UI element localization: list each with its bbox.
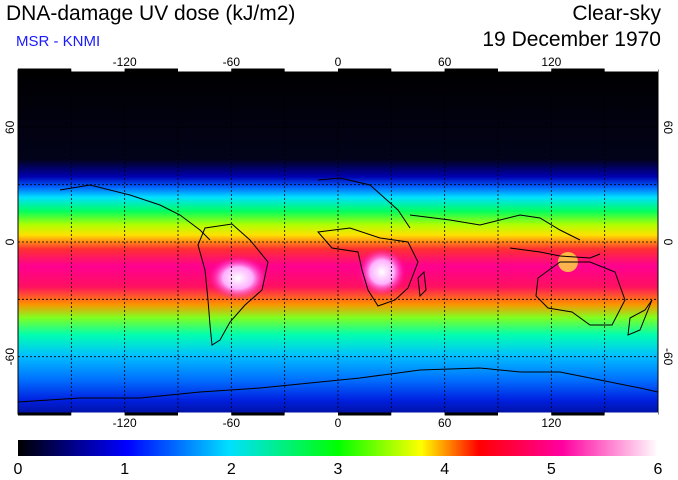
madagascar-outline bbox=[417, 270, 427, 298]
lon-tick-label: 120 bbox=[541, 55, 561, 69]
source-label: MSR - KNMI bbox=[16, 33, 101, 50]
lat-tick-label: 60 bbox=[3, 120, 17, 134]
latitude-labels-left: 60 0 -60 bbox=[3, 120, 17, 365]
sky-condition-label: Clear-sky bbox=[572, 2, 661, 25]
graticule bbox=[18, 70, 658, 414]
colorbar-tick-label: 0 bbox=[14, 461, 23, 478]
lat-tick-label: 0 bbox=[661, 239, 675, 246]
lon-tick-label: -120 bbox=[113, 55, 137, 69]
lon-tick-label: -60 bbox=[223, 55, 241, 69]
colorbar-tick-label: 5 bbox=[547, 461, 556, 478]
lon-tick-label: 60 bbox=[438, 416, 452, 430]
map-title: DNA-damage UV dose (kJ/m2) bbox=[6, 2, 296, 25]
lat-tick-label: 0 bbox=[3, 238, 17, 245]
colorbar bbox=[18, 440, 658, 456]
lon-tick-label: 0 bbox=[335, 416, 342, 430]
indonesia-outline bbox=[509, 247, 601, 259]
lon-tick-label: 0 bbox=[335, 55, 342, 69]
lon-tick-label: 120 bbox=[541, 416, 561, 430]
south-america-outline bbox=[197, 223, 269, 346]
australia-outline bbox=[535, 261, 626, 326]
lon-tick-label: -60 bbox=[223, 416, 241, 430]
new-zealand-outline bbox=[627, 299, 653, 336]
antarctica-outline bbox=[18, 367, 658, 403]
colorbar-tick-label: 4 bbox=[440, 461, 449, 478]
longitude-labels-top: -120 -60 0 60 120 bbox=[113, 55, 562, 69]
asia-outline bbox=[409, 214, 581, 241]
hotspot-south-america bbox=[208, 256, 268, 300]
lon-tick-label: 60 bbox=[438, 55, 452, 69]
colorbar-tick-label: 3 bbox=[334, 461, 343, 478]
date-label: 19 December 1970 bbox=[482, 28, 661, 51]
lat-tick-label: -60 bbox=[3, 348, 17, 366]
lat-tick-label: 60 bbox=[661, 121, 675, 135]
lon-tick-label: -120 bbox=[113, 416, 137, 430]
africa-outline bbox=[317, 227, 419, 307]
hotspot-southern-africa bbox=[358, 248, 406, 296]
colorbar-tick-label: 6 bbox=[654, 461, 663, 478]
lat-tick-label: -60 bbox=[661, 348, 675, 366]
latitude-labels-right: 60 0 -60 bbox=[661, 121, 675, 366]
colorbar-labels: 0 1 2 3 4 5 6 bbox=[14, 461, 663, 478]
colorbar-tick-label: 2 bbox=[227, 461, 236, 478]
longitude-labels-bottom: -120 -60 0 60 120 bbox=[113, 416, 562, 430]
colorbar-tick-label: 1 bbox=[120, 461, 129, 478]
frame-ticks bbox=[18, 68, 658, 416]
